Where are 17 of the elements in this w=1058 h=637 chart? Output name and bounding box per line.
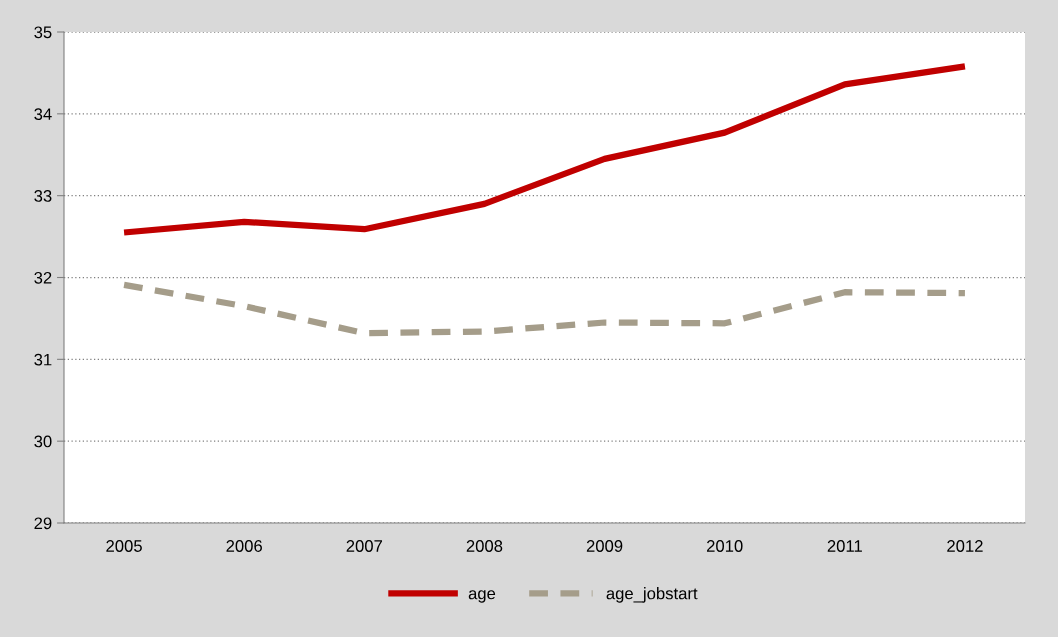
y-tick-label: 34 xyxy=(34,108,52,121)
legend-label: age xyxy=(468,590,496,603)
x-tick-label: 2009 xyxy=(586,540,623,552)
x-tick-label: 2006 xyxy=(226,540,262,552)
y-tick-label: 30 xyxy=(34,435,52,448)
legend-label: age_jobstart xyxy=(606,587,698,603)
x-tick-label: 2010 xyxy=(706,540,743,552)
x-tick-label: 2005 xyxy=(106,540,142,552)
y-tick-label: 31 xyxy=(34,353,52,366)
y-tick-label: 33 xyxy=(34,190,52,202)
x-tick-label: 2007 xyxy=(346,540,383,552)
y-tick-label: 32 xyxy=(34,271,52,284)
x-tick-label: 2012 xyxy=(947,540,983,552)
y-tick-label: 35 xyxy=(34,26,52,39)
y-tick-label: 29 xyxy=(34,517,52,530)
x-tick-label: 2008 xyxy=(466,540,503,552)
x-tick-label: 2011 xyxy=(827,540,862,552)
